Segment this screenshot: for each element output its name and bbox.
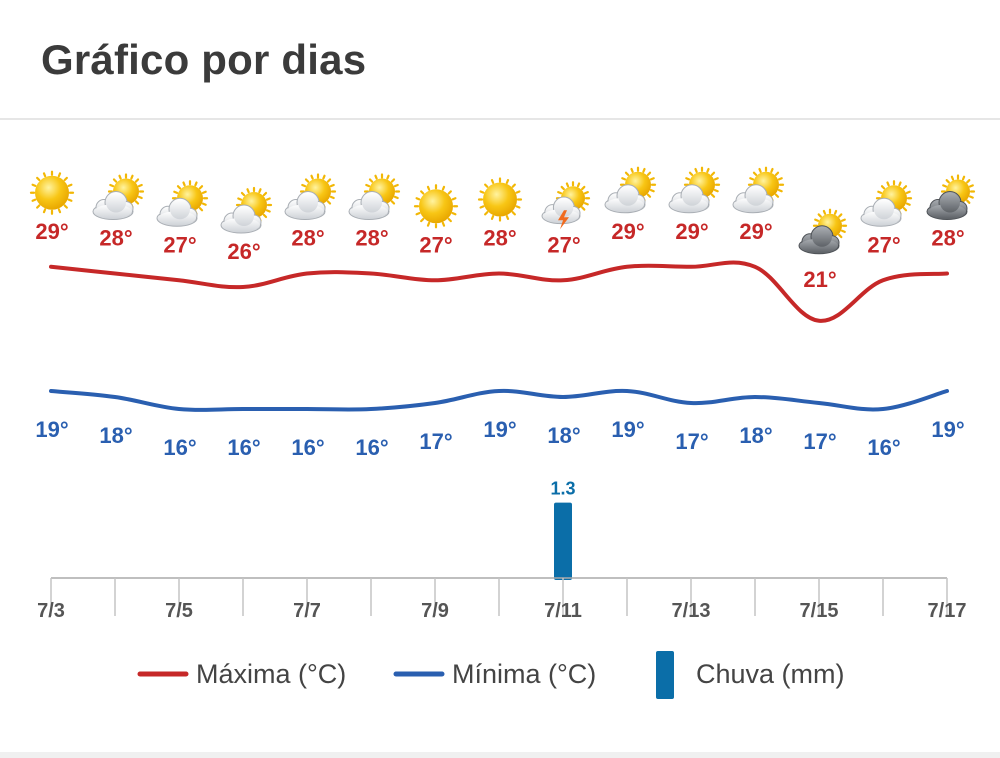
- x-tick-label: 7/17: [928, 600, 967, 622]
- sun-icon: [477, 177, 523, 222]
- partly-cloudy-icon: [92, 173, 145, 220]
- min-temp-label: 18°: [547, 423, 580, 448]
- min-temp-label: 17°: [675, 429, 708, 454]
- partly-cloudy-icon: [604, 166, 657, 214]
- partly-cloudy-icon: [156, 180, 209, 227]
- legend-item-min: Mínima (°C): [393, 659, 596, 689]
- rain-bar: [554, 502, 572, 580]
- x-tick-label: 7/5: [165, 600, 193, 622]
- partly-cloudy-icon: [732, 166, 785, 214]
- min-temp-label: 16°: [163, 435, 196, 460]
- x-tick-label: 7/3: [37, 600, 65, 622]
- bottom-divider: [0, 752, 1000, 758]
- min-temp-label: 17°: [803, 429, 836, 454]
- min-temperature-line: [49, 388, 949, 412]
- min-temp-label: 18°: [99, 423, 132, 448]
- max-temp-label: 28°: [931, 226, 964, 251]
- min-temp-label: 19°: [931, 417, 964, 442]
- x-tick-label: 7/11: [544, 600, 582, 622]
- max-temp-label: 27°: [547, 232, 580, 257]
- min-temp-label: 19°: [35, 417, 68, 442]
- sun-icon: [413, 184, 459, 229]
- min-temp-label: 16°: [291, 435, 324, 460]
- x-tick-label: 7/7: [293, 600, 321, 622]
- legend-item-max: Máxima (°C): [137, 659, 346, 689]
- sun-icon: [29, 170, 75, 215]
- max-temperature-line: [49, 260, 949, 323]
- x-tick-label: 7/9: [421, 600, 449, 622]
- min-temp-label: 18°: [739, 423, 772, 448]
- partly-cloudy-icon: [668, 166, 721, 214]
- max-temp-label: 28°: [483, 226, 516, 251]
- max-temp-label: 29°: [35, 219, 68, 244]
- min-temp-label: 19°: [483, 417, 516, 442]
- page-title: Gráfico por dias: [41, 36, 367, 83]
- partly-cloudy-icon: [284, 173, 337, 220]
- min-temp-label: 16°: [867, 435, 900, 460]
- max-temp-label: 26°: [227, 239, 260, 264]
- min-temp-label: 17°: [419, 429, 452, 454]
- partly-cloudy-icon: [348, 173, 401, 220]
- max-temp-label: 27°: [867, 232, 900, 257]
- max-temp-label: 27°: [419, 232, 452, 257]
- max-temp-label: 28°: [291, 226, 324, 251]
- max-temp-label: 27°: [163, 232, 196, 257]
- thunderstorm-icon: [541, 181, 591, 230]
- legend-rain-swatch: [656, 651, 674, 699]
- min-temp-label: 19°: [611, 417, 644, 442]
- max-temp-label: 29°: [611, 219, 644, 244]
- max-temp-label: 29°: [739, 219, 772, 244]
- max-temp-label: 28°: [99, 226, 132, 251]
- cloudy-icon: [798, 208, 848, 255]
- legend-label: Máxima (°C): [196, 659, 346, 689]
- min-temp-label: 16°: [227, 435, 260, 460]
- rain-value-label: 1.3: [550, 479, 575, 499]
- legend-label: Chuva (mm): [696, 659, 845, 689]
- partly-cloudy-icon: [220, 186, 273, 234]
- cloudy-icon: [926, 174, 976, 220]
- x-tick-label: 7/15: [800, 600, 839, 622]
- max-temp-label: 29°: [675, 219, 708, 244]
- legend-label: Mínima (°C): [452, 659, 596, 689]
- legend-item-rain: Chuva (mm): [656, 651, 845, 699]
- partly-cloudy-icon: [860, 180, 913, 227]
- chart-header: Gráfico por dias: [0, 0, 1000, 120]
- max-temp-label: 21°: [803, 267, 836, 292]
- min-temp-label: 16°: [355, 435, 388, 460]
- x-tick-label: 7/13: [672, 600, 711, 622]
- max-temp-label: 28°: [355, 226, 388, 251]
